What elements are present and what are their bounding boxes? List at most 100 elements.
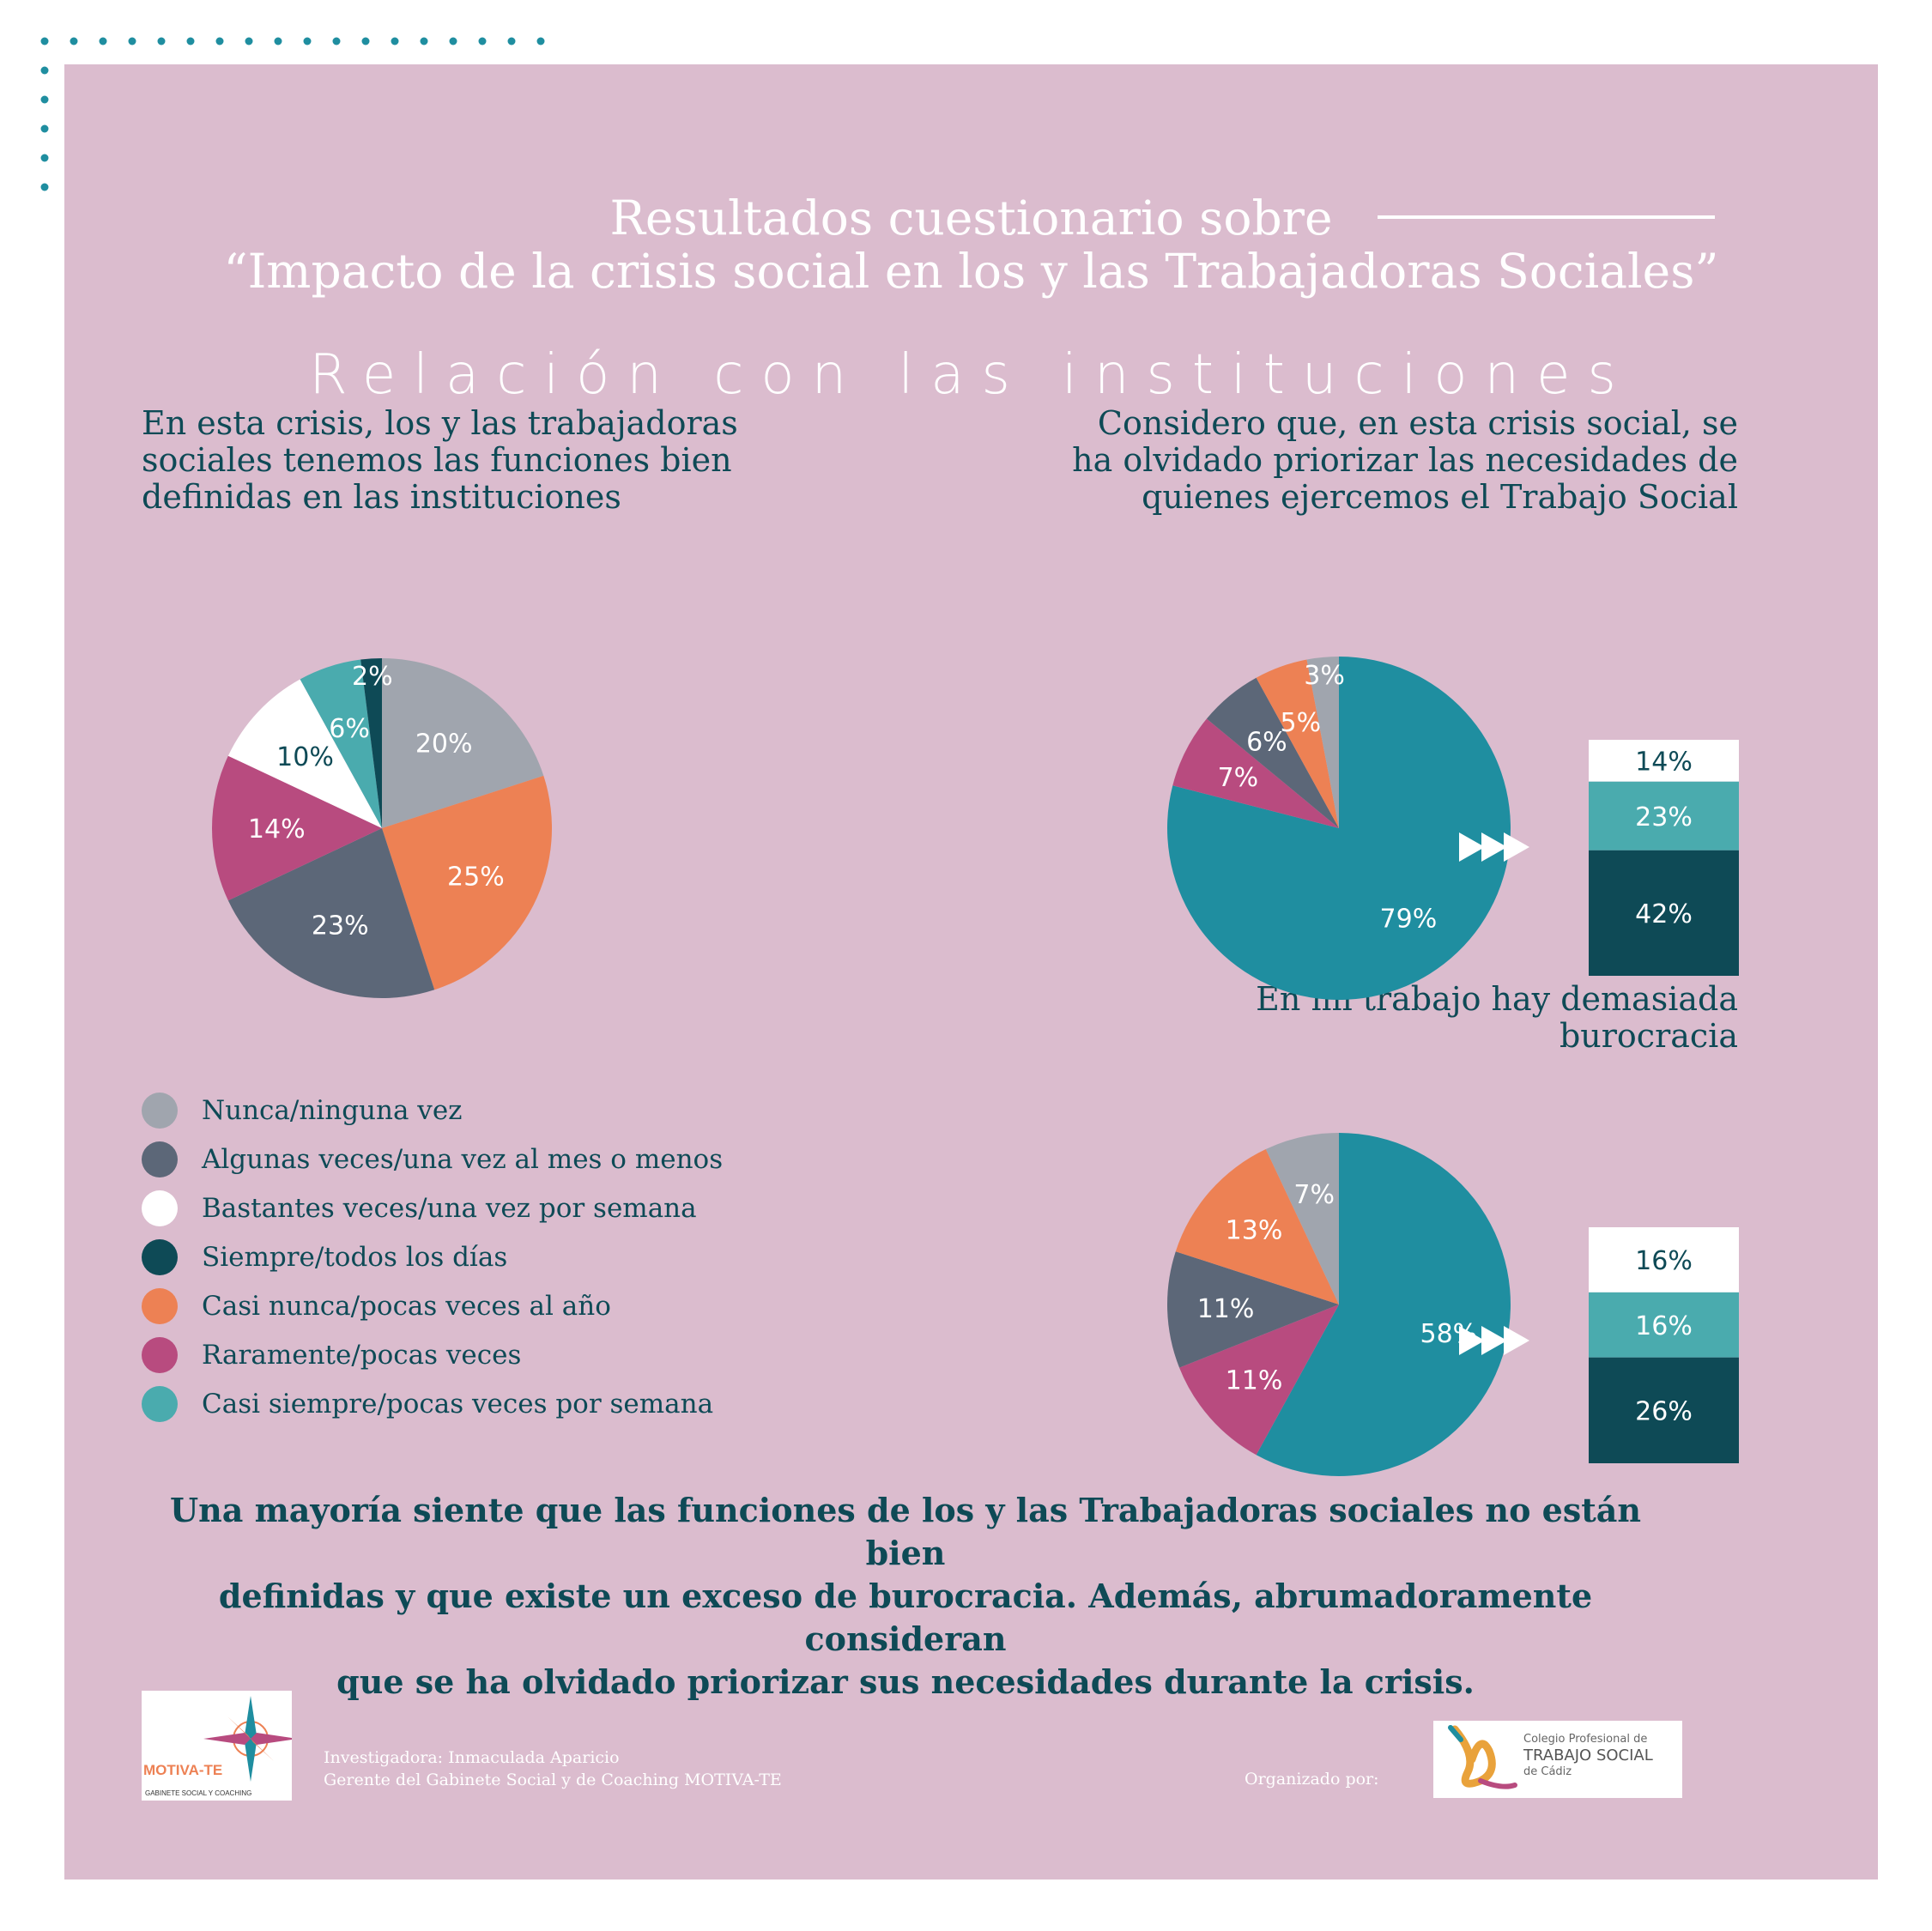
dot — [420, 37, 428, 45]
pie-slice-label: 11% — [1197, 1294, 1255, 1324]
breakdown-bar-segment — [1589, 740, 1739, 782]
legend-label: Bastantes veces/una vez por semana — [202, 1193, 697, 1224]
logo-name: MOTIVA-TE — [143, 1762, 222, 1778]
logo-tagline: GABINETE SOCIAL Y COACHING — [145, 1789, 251, 1797]
dot — [215, 37, 224, 45]
legend-item: Siempre/todos los días — [142, 1237, 794, 1280]
legend-item: Nunca/ninguna vez — [142, 1090, 794, 1133]
breakdown-bar-label: 16% — [1635, 1311, 1693, 1341]
dot — [478, 37, 487, 45]
breakdown-bar-segment — [1589, 850, 1739, 976]
question-3-title: En mi trabajo hay demasiada burocracia — [1116, 981, 1738, 1055]
question-1-title: En esta crisis, los y las trabajadoras s… — [142, 405, 794, 516]
colegio-logo: Colegio Profesional de TRABAJO SOCIAL de… — [1433, 1721, 1682, 1798]
pie-slice-label: 7% — [1293, 1180, 1335, 1210]
legend-swatch-icon — [142, 1141, 178, 1177]
page-subtitle: Relación con las instituciones — [309, 343, 1633, 407]
pie-slice — [1179, 1304, 1339, 1456]
arrow-icon — [1481, 832, 1507, 862]
dot — [507, 37, 516, 45]
page-title-line1: Resultados cuestionario sobre — [609, 191, 1333, 245]
legend-item: Casi nunca/pocas veces al año — [142, 1286, 794, 1329]
legend-item: Bastantes veces/una vez por semana — [142, 1188, 794, 1231]
legend-swatch-icon — [142, 1386, 178, 1422]
breakdown-bar-label: 14% — [1635, 747, 1693, 777]
pie-slice — [1265, 1133, 1339, 1304]
legend-swatch-icon — [142, 1288, 178, 1324]
dot — [449, 37, 457, 45]
pie-slice — [1175, 1149, 1339, 1304]
legend-label: Algunas veces/una vez al mes o menos — [202, 1144, 724, 1175]
dot — [536, 37, 545, 45]
breakdown-bar-label: 26% — [1635, 1396, 1693, 1426]
pie-slice-label: 10% — [276, 742, 334, 772]
breakdown-bar-label: 16% — [1635, 1246, 1693, 1276]
question-3-line: burocracia — [1559, 1017, 1738, 1055]
colegio-line: de Cádiz — [1523, 1765, 1572, 1778]
page-title-line2: “Impacto de la crisis social en los y la… — [223, 244, 1719, 299]
legend-swatch-icon — [142, 1337, 178, 1373]
organized-by-label: Organizado por: — [1245, 1770, 1379, 1789]
question-2-line: ha olvidado priorizar las necesidades de — [1072, 441, 1738, 479]
title-rule — [1378, 215, 1715, 219]
question-1-line: sociales tenemos las funciones bien — [142, 441, 732, 479]
pie-slice — [382, 658, 544, 828]
breakdown-bar-segment — [1589, 781, 1739, 850]
legend-label: Siempre/todos los días — [202, 1242, 508, 1273]
pie-slice — [227, 828, 435, 998]
question-1-line: definidas en las instituciones — [142, 478, 621, 516]
breakdown-bar-label: 42% — [1635, 899, 1693, 929]
pie-slice — [1256, 659, 1339, 828]
arrow-icon — [1504, 1326, 1529, 1355]
colegio-line: Colegio Profesional de — [1523, 1733, 1648, 1746]
legend-label: Nunca/ninguna vez — [202, 1095, 463, 1126]
compass-rose-icon: MOTIVA-TE GABINETE SOCIAL Y COACHING — [143, 1696, 298, 1797]
colegio-logo-text: Colegio Profesional de TRABAJO SOCIAL de… — [1523, 1731, 1653, 1780]
dot — [361, 37, 370, 45]
dot — [99, 37, 107, 45]
breakdown-bar-segment — [1589, 1357, 1739, 1463]
arrow-icon — [1459, 832, 1485, 862]
pie-slice — [1172, 718, 1339, 828]
pie-slice — [1306, 657, 1339, 828]
pie-slice — [300, 659, 382, 828]
legend-swatch-icon — [142, 1190, 178, 1226]
pie-slice-label: 3% — [1304, 661, 1345, 691]
credit-line: Investigadora: Inmaculada Aparicio — [324, 1748, 620, 1767]
question-2-line: quienes ejercemos el Trabajo Social — [1142, 478, 1738, 516]
arrow-icon — [1481, 1326, 1507, 1355]
breakdown-bar-segment — [1589, 1227, 1739, 1292]
dot — [391, 37, 399, 45]
credit-line: Gerente del Gabinete Social y de Coachin… — [324, 1771, 782, 1789]
question-2-title: Considero que, en esta crisis social, se… — [944, 405, 1738, 516]
motivate-logo: MOTIVA-TE GABINETE SOCIAL Y COACHING — [142, 1691, 298, 1801]
dot — [274, 37, 282, 45]
credits: Investigadora: Inmaculada Aparicio Geren… — [324, 1746, 782, 1791]
colegio-line: TRABAJO SOCIAL — [1523, 1746, 1653, 1765]
pie-slice-label: 79% — [1380, 904, 1438, 934]
arrow-icon — [1459, 1326, 1485, 1355]
dot — [186, 37, 195, 45]
dot — [70, 37, 78, 45]
pie-slice — [382, 775, 553, 990]
conclusion-line: que se ha olvidado priorizar sus necesid… — [336, 1662, 1475, 1701]
legend-label: Casi nunca/pocas veces al año — [202, 1291, 611, 1322]
dot — [40, 95, 49, 104]
dot — [40, 124, 49, 133]
dot — [128, 37, 136, 45]
pie-slice-label: 11% — [1226, 1365, 1283, 1395]
pie-slice-label: 23% — [312, 911, 369, 941]
pie-slice — [1256, 1133, 1511, 1476]
breakdown-bar-segment — [1589, 1292, 1739, 1358]
legend: Nunca/ninguna vez Algunas veces/una vez … — [142, 1090, 794, 1432]
pie-slice-label: 14% — [248, 814, 306, 844]
conclusion-line: definidas y que existe un exceso de buro… — [218, 1577, 1593, 1658]
pie-slice — [360, 658, 382, 828]
pie-slice-label: 25% — [447, 863, 505, 893]
legend-item: Casi siempre/pocas veces por semana — [142, 1383, 794, 1426]
legend-swatch-icon — [142, 1093, 178, 1129]
pie-slice-label: 5% — [1280, 708, 1321, 738]
question-1-line: En esta crisis, los y las trabajadoras — [142, 404, 738, 442]
pie-slice — [1166, 1251, 1339, 1368]
legend-swatch-icon — [142, 1239, 178, 1275]
